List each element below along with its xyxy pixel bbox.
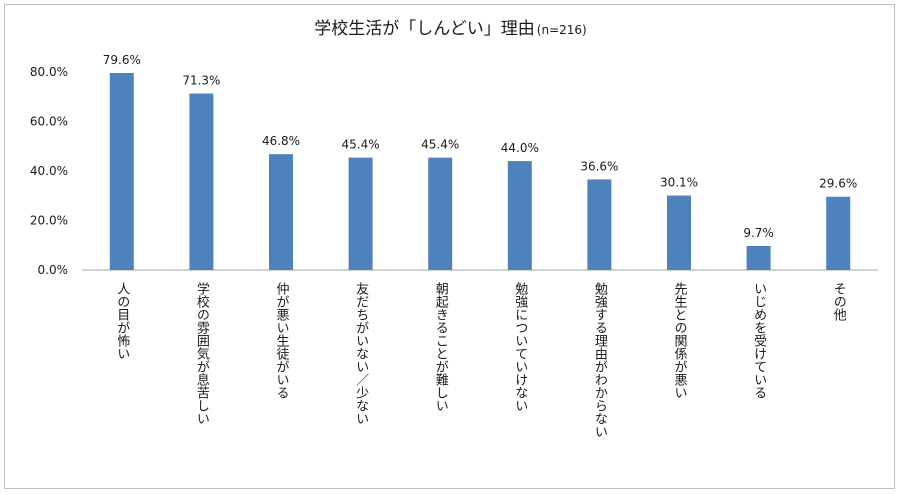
y-tick-label: 20.0%	[30, 214, 68, 228]
category-label: 学校の雰囲気が息苦しい	[194, 281, 210, 425]
y-tick-label: 0.0%	[38, 263, 69, 277]
chart-title: 学校生活が「しんどい」理由 (n=216)	[0, 14, 901, 39]
bar	[746, 245, 771, 270]
category-label: 朝起きることが難しい	[433, 282, 449, 412]
data-label: 29.6%	[819, 177, 857, 191]
bar	[428, 157, 453, 270]
data-labels: 79.6% 71.3% 46.8% 45.4% 45.4% 44.0% 36.6% 30.1%…	[103, 53, 858, 240]
bar	[587, 179, 612, 270]
bar	[667, 195, 691, 270]
data-label: 44.0%	[501, 141, 539, 155]
bar	[507, 161, 532, 270]
data-label: 45.4%	[421, 138, 459, 152]
y-tick-label: 60.0%	[30, 115, 68, 129]
data-label: 45.4%	[342, 138, 380, 152]
chart-title-text: 学校生活が「しんどい」理由	[314, 19, 535, 39]
data-label: 30.1%	[660, 176, 698, 190]
bar	[189, 93, 214, 270]
category-label: 人の目が怖い	[114, 282, 130, 360]
data-label: 46.8%	[262, 134, 300, 148]
bar	[826, 196, 851, 270]
category-label: 友だちがいない／少ない	[353, 281, 369, 425]
bars	[109, 72, 851, 271]
category-label: 仲が悪い生徒がいる	[274, 282, 290, 399]
bar	[269, 154, 293, 270]
bar	[348, 157, 373, 270]
category-label: 勉強する理由がわからない	[592, 282, 608, 438]
data-label: 71.3%	[182, 74, 220, 88]
data-label: 9.7%	[743, 226, 774, 240]
y-tick-label: 80.0%	[30, 65, 68, 79]
y-tick-label: 40.0%	[30, 164, 68, 178]
y-axis: 0.0% 20.0% 40.0% 60.0% 80.0%	[30, 65, 878, 277]
category-label: いじめを受けている	[751, 282, 767, 399]
bar	[109, 72, 134, 271]
chart-subtitle: (n=216)	[536, 23, 587, 37]
data-label: 79.6%	[103, 53, 141, 67]
category-label: 先生との関係が悪い	[672, 282, 688, 399]
data-label: 36.6%	[580, 159, 618, 173]
category-labels: 人の目が怖い 学校の雰囲気が息苦しい 仲が悪い生徒がいる 友だちがいない／少ない 朝起き…	[114, 281, 846, 438]
category-label: 勉強についていけない	[512, 282, 528, 412]
category-label: その他	[831, 282, 847, 322]
